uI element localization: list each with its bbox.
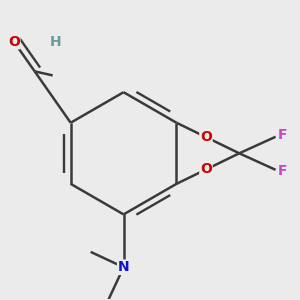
Text: O: O [200, 130, 212, 144]
Text: O: O [200, 163, 212, 176]
Text: F: F [278, 128, 287, 142]
Text: H: H [50, 34, 61, 49]
Text: O: O [8, 34, 20, 49]
Text: F: F [278, 164, 287, 178]
Text: N: N [118, 260, 129, 274]
